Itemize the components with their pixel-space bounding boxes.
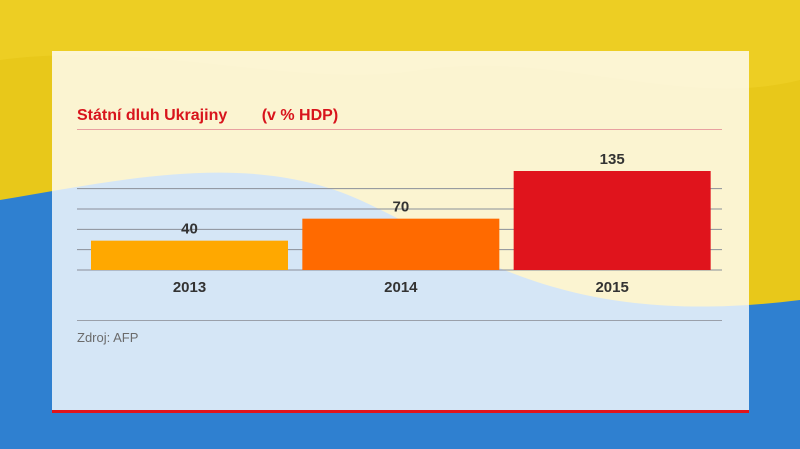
category-label-2014: 2014 [384,279,418,296]
title-rule [77,129,722,130]
value-label-2014: 70 [392,199,409,216]
value-label-2013: 40 [181,221,198,238]
source-note: Zdroj: AFP [77,330,139,345]
category-label-2015: 2015 [595,279,628,296]
chart-panel: Státní dluh Ukrajiny (v % HDP) 40 2013 70 2… [52,51,749,413]
source-rule [77,320,722,321]
bar-chart: 40 2013 70 2014 135 2015 [77,151,722,296]
bar-2013 [91,240,288,270]
chart-unit: (v % HDP) [261,107,339,124]
chart-title: Státní dluh Ukrajiny [77,107,228,124]
value-label-2015: 135 [600,151,625,168]
bar-2014 [302,218,500,270]
category-label-2013: 2013 [173,279,206,296]
chart-title-row: Státní dluh Ukrajiny (v % HDP) [77,107,338,125]
bar-2015 [513,171,711,270]
